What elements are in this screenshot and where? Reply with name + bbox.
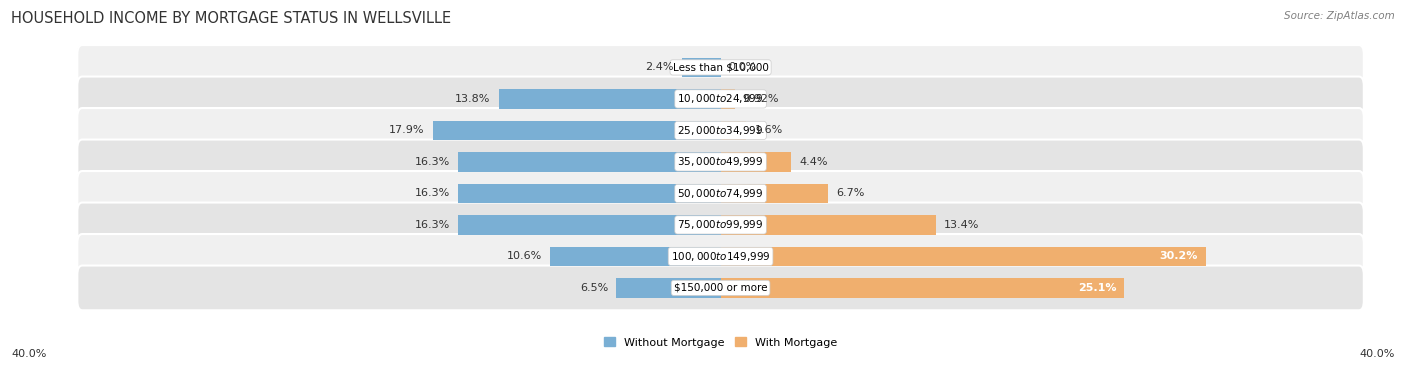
Text: 4.4%: 4.4% [800, 157, 828, 167]
Text: $75,000 to $99,999: $75,000 to $99,999 [678, 218, 763, 231]
Text: $150,000 or more: $150,000 or more [673, 283, 768, 293]
Bar [458, 152, 721, 172]
Text: Less than $10,000: Less than $10,000 [672, 62, 769, 73]
FancyBboxPatch shape [77, 139, 1364, 184]
Bar [721, 215, 936, 235]
Bar [458, 184, 721, 203]
Text: 0.92%: 0.92% [744, 94, 779, 104]
Bar [721, 246, 1206, 266]
Text: Source: ZipAtlas.com: Source: ZipAtlas.com [1284, 11, 1395, 21]
Bar [499, 89, 721, 109]
Text: $10,000 to $24,999: $10,000 to $24,999 [678, 92, 763, 105]
FancyBboxPatch shape [77, 45, 1364, 90]
Bar [682, 58, 721, 77]
Text: HOUSEHOLD INCOME BY MORTGAGE STATUS IN WELLSVILLE: HOUSEHOLD INCOME BY MORTGAGE STATUS IN W… [11, 11, 451, 26]
Bar [721, 152, 792, 172]
Text: 13.4%: 13.4% [943, 220, 980, 230]
Bar [550, 246, 721, 266]
Bar [721, 121, 747, 140]
Bar [458, 215, 721, 235]
Text: 2.4%: 2.4% [645, 62, 673, 73]
FancyBboxPatch shape [77, 203, 1364, 247]
Bar [616, 278, 721, 297]
Text: 16.3%: 16.3% [415, 188, 450, 198]
Text: 40.0%: 40.0% [1360, 349, 1395, 359]
Text: 6.7%: 6.7% [837, 188, 865, 198]
Text: 30.2%: 30.2% [1160, 251, 1198, 262]
Text: $35,000 to $49,999: $35,000 to $49,999 [678, 155, 763, 169]
Bar [721, 278, 1125, 297]
Text: 16.3%: 16.3% [415, 157, 450, 167]
Text: 10.6%: 10.6% [506, 251, 543, 262]
Text: $50,000 to $74,999: $50,000 to $74,999 [678, 187, 763, 200]
Text: 25.1%: 25.1% [1077, 283, 1116, 293]
Text: 13.8%: 13.8% [456, 94, 491, 104]
Text: $25,000 to $34,999: $25,000 to $34,999 [678, 124, 763, 137]
Text: 16.3%: 16.3% [415, 220, 450, 230]
Text: 40.0%: 40.0% [11, 349, 46, 359]
Text: 0.0%: 0.0% [728, 62, 756, 73]
FancyBboxPatch shape [77, 265, 1364, 310]
Bar [721, 184, 828, 203]
FancyBboxPatch shape [77, 77, 1364, 121]
Text: 6.5%: 6.5% [579, 283, 607, 293]
Text: $100,000 to $149,999: $100,000 to $149,999 [671, 250, 770, 263]
Text: 17.9%: 17.9% [389, 125, 425, 135]
Bar [433, 121, 721, 140]
Text: 1.6%: 1.6% [755, 125, 783, 135]
FancyBboxPatch shape [77, 171, 1364, 216]
Bar [721, 89, 735, 109]
FancyBboxPatch shape [77, 108, 1364, 153]
FancyBboxPatch shape [77, 234, 1364, 279]
Legend: Without Mortgage, With Mortgage: Without Mortgage, With Mortgage [599, 333, 842, 352]
